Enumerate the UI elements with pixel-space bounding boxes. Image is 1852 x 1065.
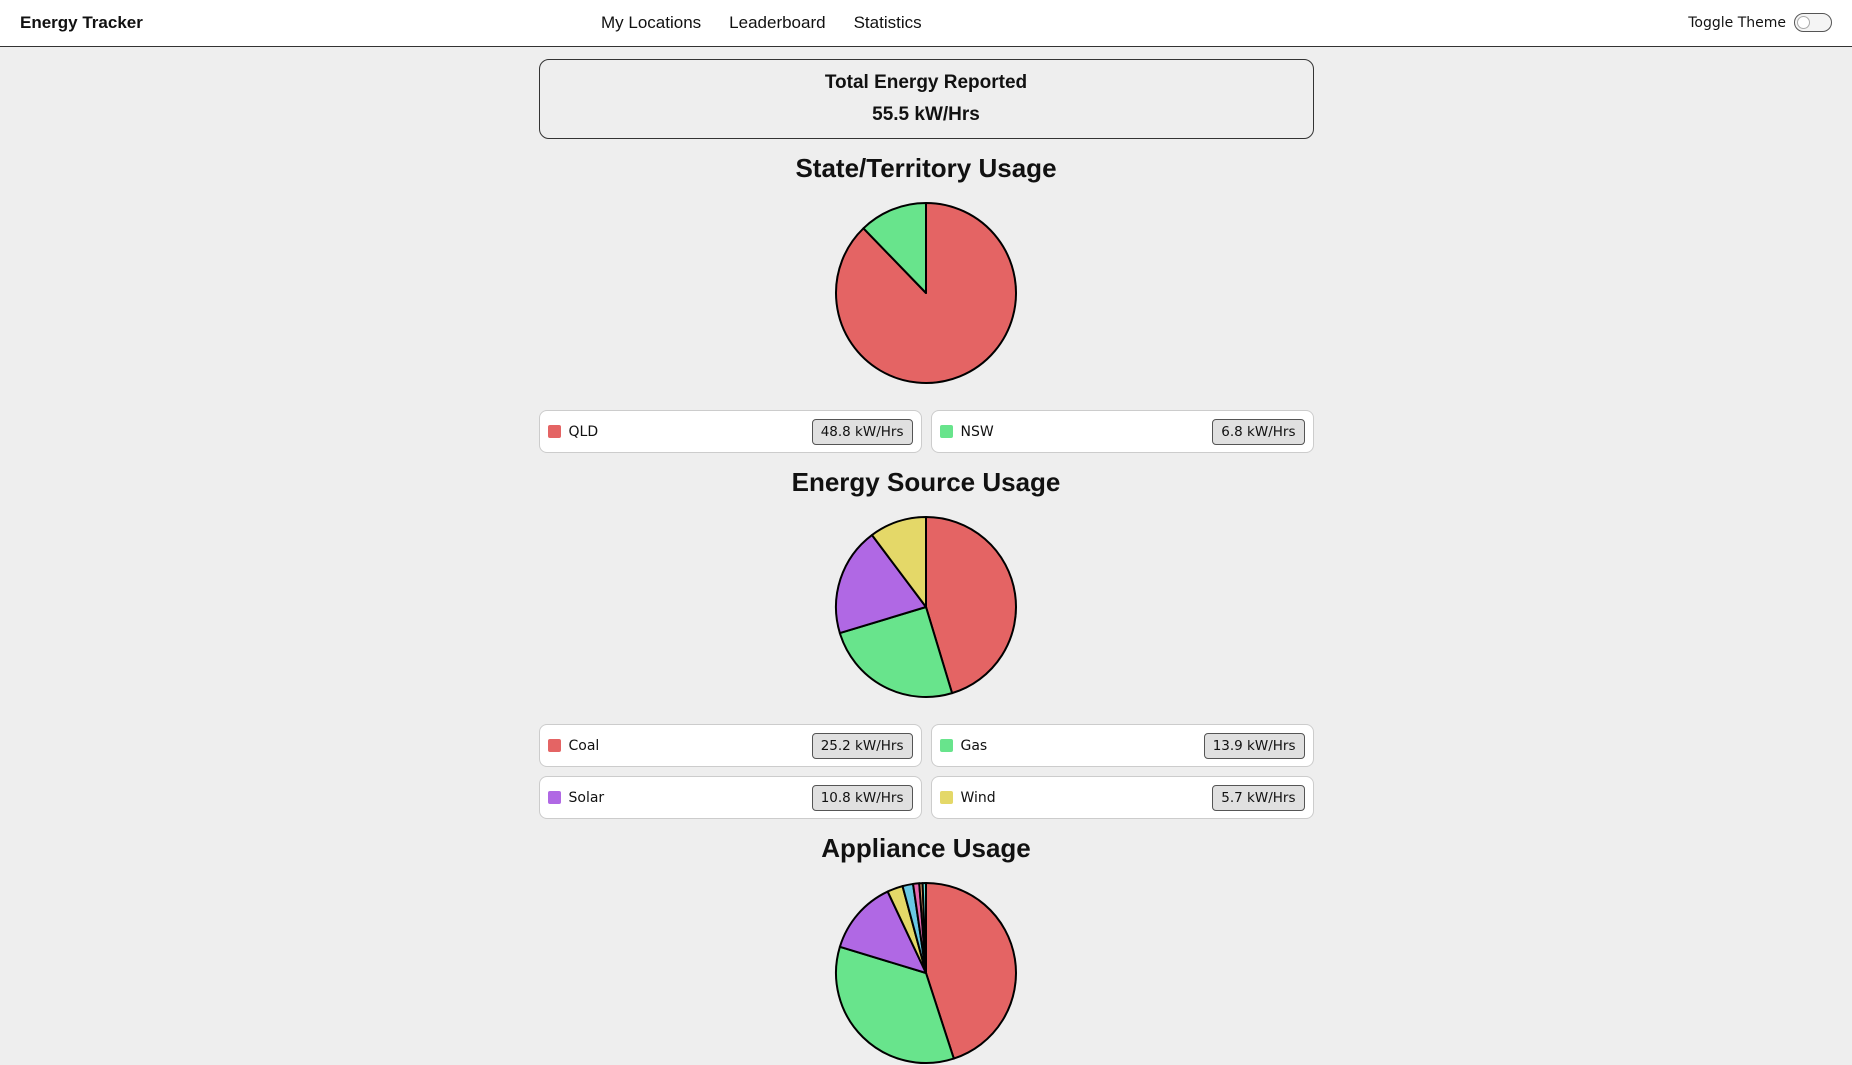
- pie-chart: [835, 202, 1017, 384]
- pie-slice: [838, 606, 954, 698]
- legend-item: Gas 13.9 kW/Hrs: [930, 724, 1314, 767]
- legend-label: NSW: [960, 423, 994, 440]
- legend-value: 48.8 kW/Hrs: [811, 418, 913, 445]
- legend-value: 5.7 kW/Hrs: [1212, 784, 1305, 811]
- pie-slice: [862, 202, 927, 294]
- pie-slice: [835, 534, 927, 635]
- total-title: Total Energy Reported: [824, 72, 1028, 93]
- pie-chart: [835, 882, 1017, 1064]
- toggle-label: Toggle Theme: [1688, 14, 1786, 31]
- legend-swatch: [939, 739, 953, 752]
- chart-title: Energy Source Usage: [791, 467, 1061, 497]
- nav-link[interactable]: My Locations: [601, 13, 702, 32]
- legend-value: 13.9 kW/Hrs: [1203, 732, 1305, 759]
- legend-item: Coal 25.2 kW/Hrs: [538, 724, 922, 767]
- toggle-switch[interactable]: [1794, 13, 1832, 32]
- legend-value: 10.8 kW/Hrs: [811, 784, 913, 811]
- nav-links: My Locations Leaderboard Statistics: [601, 13, 922, 33]
- brand[interactable]: Energy Tracker: [20, 13, 143, 32]
- legend-label: QLD: [568, 423, 599, 440]
- pie-slice: [838, 890, 927, 974]
- pie-slice: [870, 516, 927, 608]
- legend-item: NSW 6.8 kW/Hrs: [930, 410, 1314, 453]
- pie-chart: [835, 516, 1017, 698]
- legend-swatch: [939, 791, 953, 804]
- content: Total Energy Reported 55.5 kW/Hrs State/…: [538, 59, 1314, 1065]
- legend-label: Coal: [568, 737, 600, 754]
- legend-swatch: [547, 739, 561, 752]
- total-value: 55.5 kW/Hrs: [872, 104, 980, 125]
- legend-swatch: [547, 791, 561, 804]
- nav-link[interactable]: Statistics: [853, 13, 922, 32]
- legend-item: Wind 5.7 kW/Hrs: [930, 776, 1314, 819]
- legend-label: Solar: [568, 789, 605, 806]
- legend-swatch: [939, 425, 953, 438]
- legend-item: Solar 10.8 kW/Hrs: [538, 776, 922, 819]
- chart-title: State/Territory Usage: [795, 153, 1057, 183]
- theme-toggle: Toggle Theme: [1688, 13, 1832, 32]
- legend: Coal 25.2 kW/Hrs Gas 13.9 kW/Hrs Solar 10.8 k…: [538, 724, 1314, 819]
- legend-item: QLD 48.8 kW/Hrs: [538, 410, 922, 453]
- chart-title: Appliance Usage: [821, 833, 1031, 863]
- legend-label: Wind: [960, 789, 996, 806]
- legend-value: 6.8 kW/Hrs: [1212, 418, 1305, 445]
- pie-slice: [925, 516, 1017, 695]
- legend-swatch: [547, 425, 561, 438]
- legend-label: Gas: [960, 737, 988, 754]
- pie-slice: [921, 882, 927, 974]
- total-card: Total Energy Reported 55.5 kW/Hrs: [538, 59, 1314, 139]
- legend: QLD 48.8 kW/Hrs NSW 6.8 kW/Hrs: [538, 410, 1314, 453]
- navbar: Energy Tracker My Locations Leaderboard …: [0, 0, 1852, 47]
- legend-value: 25.2 kW/Hrs: [811, 732, 913, 759]
- nav-link[interactable]: Leaderboard: [729, 13, 826, 32]
